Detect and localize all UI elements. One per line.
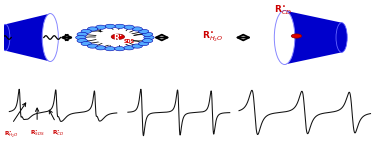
Circle shape bbox=[143, 32, 153, 36]
Circle shape bbox=[132, 27, 143, 31]
Text: SDS: SDS bbox=[124, 39, 135, 44]
Ellipse shape bbox=[274, 11, 295, 65]
Circle shape bbox=[81, 29, 91, 34]
Circle shape bbox=[75, 21, 155, 54]
Text: R$^{\bullet}_{CD}$: R$^{\bullet}_{CD}$ bbox=[52, 128, 64, 138]
Circle shape bbox=[105, 24, 115, 28]
Circle shape bbox=[96, 46, 106, 50]
Ellipse shape bbox=[42, 13, 58, 62]
Circle shape bbox=[105, 47, 115, 51]
Circle shape bbox=[76, 35, 86, 40]
Circle shape bbox=[77, 39, 87, 43]
Circle shape bbox=[291, 34, 302, 38]
Circle shape bbox=[143, 39, 153, 43]
Text: R$^{\bullet}_{H_2O}$: R$^{\bullet}_{H_2O}$ bbox=[4, 130, 19, 140]
Text: R$^{\bullet}$: R$^{\bullet}$ bbox=[113, 32, 123, 43]
Circle shape bbox=[138, 41, 149, 46]
Text: R$^{\bullet}_{SDS}$: R$^{\bullet}_{SDS}$ bbox=[31, 128, 45, 138]
Circle shape bbox=[77, 32, 87, 36]
Ellipse shape bbox=[336, 23, 347, 52]
Circle shape bbox=[115, 24, 125, 28]
Circle shape bbox=[144, 35, 154, 40]
Circle shape bbox=[111, 34, 124, 39]
Text: R$^{\bullet}_{CD}$: R$^{\bullet}_{CD}$ bbox=[274, 3, 293, 17]
Circle shape bbox=[87, 27, 98, 31]
Circle shape bbox=[115, 47, 125, 51]
Ellipse shape bbox=[1, 24, 10, 51]
Circle shape bbox=[96, 25, 106, 29]
Circle shape bbox=[96, 30, 134, 45]
Text: R$^{\bullet}_{H_2O}$: R$^{\bullet}_{H_2O}$ bbox=[202, 30, 224, 44]
Circle shape bbox=[87, 44, 98, 48]
Circle shape bbox=[124, 25, 134, 29]
Circle shape bbox=[132, 44, 143, 48]
Circle shape bbox=[124, 46, 134, 50]
Circle shape bbox=[81, 41, 91, 46]
Polygon shape bbox=[5, 13, 50, 62]
Circle shape bbox=[138, 29, 149, 34]
Polygon shape bbox=[285, 11, 342, 65]
